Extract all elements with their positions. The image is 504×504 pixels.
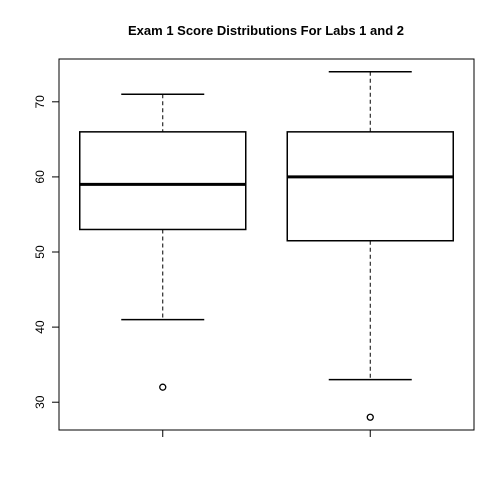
y-tick-label: 60 (33, 170, 47, 184)
y-tick-label: 30 (33, 395, 47, 409)
y-tick-label: 70 (33, 95, 47, 109)
y-tick-label: 40 (33, 320, 47, 334)
chart-title: Exam 1 Score Distributions For Labs 1 an… (128, 23, 404, 38)
y-tick-label: 50 (33, 245, 47, 259)
